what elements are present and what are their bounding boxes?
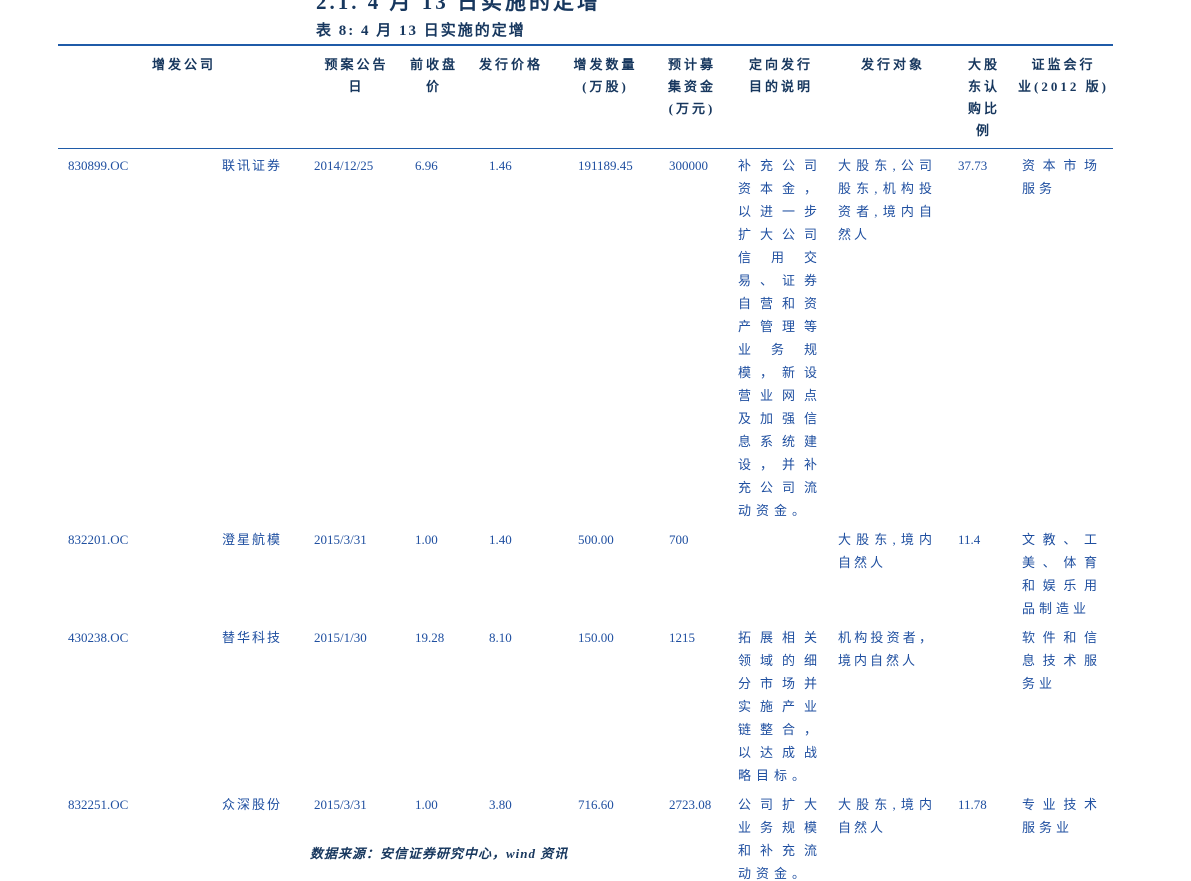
cell-issue-price: 1.46 <box>489 158 512 173</box>
header-industry: 证监会行 业(2012 版) <box>1014 45 1114 149</box>
cell-expected-raise: 700 <box>669 532 689 547</box>
cell-issue-quantity: 716.60 <box>578 797 614 812</box>
cell-major-holder-ratio: 37.73 <box>958 158 988 173</box>
cell-purpose <box>730 523 832 621</box>
cell-targets: 大股东,公司股东,机构投资者,境内自然人 <box>838 158 936 242</box>
table-header-row: 增发公司 预案公告 日 前收盘 价 发行价格 增发数量 (万股) 预计募 集资金… <box>58 45 1114 149</box>
cell-code: 430238.OC <box>68 630 129 645</box>
cell-company: 澄星航模 <box>222 532 283 547</box>
header-company: 增发公司 <box>58 45 311 149</box>
cell-company: 联讯证券 <box>222 158 283 173</box>
cell-expected-raise: 2723.08 <box>669 797 712 812</box>
cell-prev-close: 1.00 <box>415 797 438 812</box>
header-targets: 发行对象 <box>832 45 955 149</box>
cell-expected-raise: 1215 <box>669 630 696 645</box>
section-title: 2.1. 4 月 13 日实施的定增 <box>316 0 601 14</box>
cell-purpose: 拓展相关领域的细分市场并实施产业链整合，以达成战略目标。 <box>738 630 823 783</box>
cell-announce-date: 2015/3/31 <box>314 797 367 812</box>
cell-major-holder-ratio: 11.4 <box>958 532 981 547</box>
table-row: 430238.OC 替华科技 2015/1/30 19.28 8.10 150.… <box>58 621 1113 788</box>
header-prev-close: 前收盘 价 <box>403 45 466 149</box>
cell-announce-date: 2014/12/25 <box>314 158 374 173</box>
cell-targets: 大股东,境内自然人 <box>838 797 936 835</box>
cell-issue-price: 8.10 <box>489 630 512 645</box>
cell-issue-quantity: 150.00 <box>578 630 614 645</box>
cell-announce-date: 2015/3/31 <box>314 532 367 547</box>
cell-issue-price: 3.80 <box>489 797 512 812</box>
cell-industry: 文教、工美、体育和娱乐用品制造业 <box>1022 532 1102 616</box>
cell-issue-quantity: 500.00 <box>578 532 614 547</box>
cell-issue-price: 1.40 <box>489 532 512 547</box>
cell-industry: 资本市场服务 <box>1022 158 1102 196</box>
cell-industry: 专业技术服务业 <box>1022 797 1102 835</box>
cell-company: 替华科技 <box>222 630 283 645</box>
cell-purpose: 公司扩大业务规模和补充流动资金。 <box>738 797 823 881</box>
header-announce-date: 预案公告 日 <box>310 45 404 149</box>
cell-company: 众深股份 <box>222 797 283 812</box>
cell-purpose: 补充公司资本金，以进一步扩大公司信用交易、证券自营和资产管理等业务规模，新设营业… <box>738 158 823 518</box>
header-issue-price: 发行价格 <box>465 45 558 149</box>
cell-announce-date: 2015/1/30 <box>314 630 367 645</box>
cell-prev-close: 19.28 <box>415 630 445 645</box>
header-major-holder-ratio: 大股 东认 购比 例 <box>954 45 1015 149</box>
header-issue-quantity: 增发数量 (万股) <box>557 45 655 149</box>
table-title: 表 8: 4 月 13 日实施的定增 <box>316 23 526 39</box>
table-row: 832251.OC 众深股份 2015/3/31 1.00 3.80 716.6… <box>58 788 1113 881</box>
cell-prev-close: 1.00 <box>415 532 438 547</box>
cell-prev-close: 6.96 <box>415 158 438 173</box>
cell-code: 830899.OC <box>68 158 129 173</box>
source-note: 数据来源：安信证券研究中心，wind 资讯 <box>310 846 569 861</box>
cell-targets: 机构投资者，境内自然人 <box>838 630 936 668</box>
table-row: 830899.OC 联讯证券 2014/12/25 6.96 1.46 1911… <box>58 149 1113 524</box>
table-row: 832201.OC 澄星航模 2015/3/31 1.00 1.40 500.0… <box>58 523 1113 621</box>
placements-table: 增发公司 预案公告 日 前收盘 价 发行价格 增发数量 (万股) 预计募 集资金… <box>58 44 1114 881</box>
header-purpose: 定向发行 目的说明 <box>730 45 833 149</box>
cell-expected-raise: 300000 <box>669 158 709 173</box>
cell-major-holder-ratio <box>954 621 1014 788</box>
cell-targets: 大股东,境内自然人 <box>838 532 936 570</box>
cell-major-holder-ratio: 11.78 <box>958 797 987 812</box>
cell-issue-quantity: 191189.45 <box>578 158 633 173</box>
cell-code: 832201.OC <box>68 532 129 547</box>
header-expected-raise: 预计募 集资金 (万元) <box>654 45 731 149</box>
cell-code: 832251.OC <box>68 797 129 812</box>
cell-industry: 软件和信息技术服务业 <box>1022 630 1102 691</box>
